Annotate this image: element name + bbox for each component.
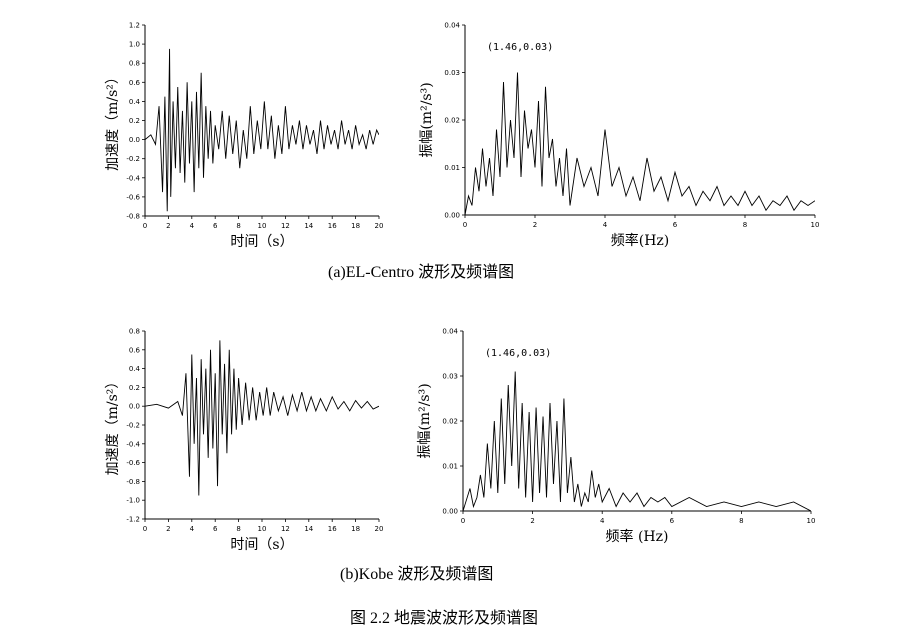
x-tick-label: 8	[743, 221, 747, 229]
x-tick-label: 6	[213, 222, 218, 230]
x-tick-label: 0	[143, 525, 147, 533]
y-tick-label: -0.6	[126, 193, 140, 201]
chart-b-wave: -1.2 -1.0 -0.8 -0.6 -0.4 -0.2 0.0 0.2 0.4 0.6 0.8 0…	[100, 320, 400, 554]
x-axis-title: 频率(Hz)	[611, 232, 670, 249]
chart-b-spectrum: 0.00 0.01 0.02 0.03 0.04 0 2 4 6 8 10 频率 (Hz) 振幅(m²/…	[410, 320, 830, 554]
y-tick-label: 1.2	[129, 22, 140, 30]
x-tick-label: 10	[258, 525, 267, 533]
y-tick-label: 0.04	[442, 328, 458, 336]
x-tick-label: 14	[304, 222, 313, 230]
y-tick-label: 0.0	[129, 403, 140, 411]
x-tick-label: 0	[461, 517, 465, 525]
y-tick-label: 0.00	[442, 508, 458, 516]
caption-b: (b)Kobe 波形及频谱图	[340, 566, 494, 583]
x-tick-label: 4	[600, 517, 605, 525]
x-tick-label: 14	[304, 525, 313, 533]
y-tick-label: 0.4	[129, 365, 141, 373]
x-tick-label: 10	[258, 222, 267, 230]
x-tick-label: 8	[739, 517, 743, 525]
x-tick-label: 12	[281, 525, 290, 533]
y-tick-label: -0.4	[126, 174, 140, 182]
y-tick-label: 0.6	[129, 79, 141, 87]
x-tick-label: 2	[166, 222, 170, 230]
y-tick-label: 0.02	[442, 418, 458, 426]
caption-a: (a)EL-Centro 波形及频谱图	[328, 264, 515, 281]
y-tick-label: 1.0	[129, 41, 140, 49]
y-axis-title: 加速度（m/s²）	[105, 70, 121, 171]
x-axis-title: 时间（s）	[230, 537, 293, 553]
series-line	[465, 72, 815, 215]
x-tick-label: 4	[603, 221, 608, 229]
y-tick-label: 0.4	[129, 98, 141, 106]
x-tick-label: 6	[213, 525, 218, 533]
x-tick-label: 18	[351, 222, 360, 230]
x-tick-label: 6	[673, 221, 678, 229]
x-tick-label: 8	[236, 222, 240, 230]
x-axis-title: 频率 (Hz)	[606, 528, 669, 545]
y-tick-label: -1.2	[126, 516, 140, 524]
x-tick-label: 10	[807, 517, 816, 525]
x-tick-label: 20	[375, 525, 384, 533]
y-axis-title: 振幅(m²/s³)	[417, 383, 433, 458]
series-line	[145, 48, 379, 212]
y-axis-title: 振幅(m²/s³)	[419, 82, 435, 157]
x-tick-label: 6	[670, 517, 675, 525]
x-tick-label: 8	[236, 525, 240, 533]
x-tick-label: 16	[328, 525, 337, 533]
y-tick-label: 0.2	[129, 384, 140, 392]
x-tick-label: 18	[351, 525, 360, 533]
y-tick-label: 0.8	[129, 328, 140, 336]
x-tick-label: 12	[281, 222, 290, 230]
y-tick-label: 0.2	[129, 117, 140, 125]
chart-a-wave: -0.8 -0.6 -0.4 -0.2 0.0 0.2 0.4 0.6 0.8 1.0 1.2 0 2 4…	[100, 14, 400, 251]
figure-caption: 图 2.2 地震波波形及频谱图	[350, 610, 539, 627]
y-tick-label: -0.6	[126, 459, 140, 467]
y-tick-label: 0.00	[444, 212, 460, 220]
peak-annotation: (1.46,0.03)	[487, 42, 553, 53]
x-tick-label: 10	[811, 221, 820, 229]
y-tick-label: -0.8	[126, 213, 140, 221]
y-tick-label: -0.4	[126, 440, 140, 448]
chart-a-wave-svg: -0.8 -0.6 -0.4 -0.2 0.0 0.2 0.4 0.6 0.8 1.0 1.2 0 2 4…	[105, 22, 384, 251]
x-tick-label: 20	[375, 222, 384, 230]
y-tick-label: 0.01	[444, 164, 460, 172]
y-tick-label: 0.02	[444, 117, 460, 125]
y-axis-title: 加速度（m/s²）	[105, 375, 121, 476]
x-tick-label: 2	[533, 221, 537, 229]
y-tick-label: 0.03	[442, 373, 458, 381]
y-tick-label: 0.03	[444, 69, 460, 77]
x-tick-label: 0	[143, 222, 147, 230]
x-axis-title: 时间（s）	[230, 234, 293, 250]
y-tick-label: -0.2	[126, 155, 140, 163]
y-tick-label: 0.04	[444, 22, 460, 30]
x-tick-label: 4	[190, 222, 195, 230]
y-tick-label: -0.2	[126, 422, 140, 430]
series-line	[145, 340, 379, 496]
chart-a-spectrum-svg: 0.00 0.01 0.02 0.03 0.04 0 2 4 6 8 10 频率(Hz) 振幅(m²/s…	[419, 22, 820, 250]
y-tick-label: 0.8	[129, 60, 140, 68]
peak-annotation: (1.46,0.03)	[485, 348, 551, 359]
chart-b-spectrum-svg: 0.00 0.01 0.02 0.03 0.04 0 2 4 6 8 10 频率 (Hz) 振幅(m²/…	[417, 328, 816, 546]
y-tick-label: -1.0	[126, 497, 140, 505]
x-tick-label: 0	[463, 221, 467, 229]
x-tick-label: 2	[166, 525, 170, 533]
series-line	[463, 371, 811, 511]
y-tick-label: 0.0	[129, 136, 140, 144]
y-tick-label: -0.8	[126, 478, 140, 486]
chart-b-wave-svg: -1.2 -1.0 -0.8 -0.6 -0.4 -0.2 0.0 0.2 0.4 0.6 0.8 0…	[105, 328, 384, 554]
y-tick-label: 0.01	[442, 463, 458, 471]
x-tick-label: 2	[530, 517, 534, 525]
x-tick-label: 4	[190, 525, 195, 533]
chart-a-spectrum: 0.00 0.01 0.02 0.03 0.04 0 2 4 6 8 10 频率(Hz) 振幅(m²/s…	[412, 14, 832, 250]
y-tick-label: 0.6	[129, 346, 141, 354]
x-tick-label: 16	[328, 222, 337, 230]
